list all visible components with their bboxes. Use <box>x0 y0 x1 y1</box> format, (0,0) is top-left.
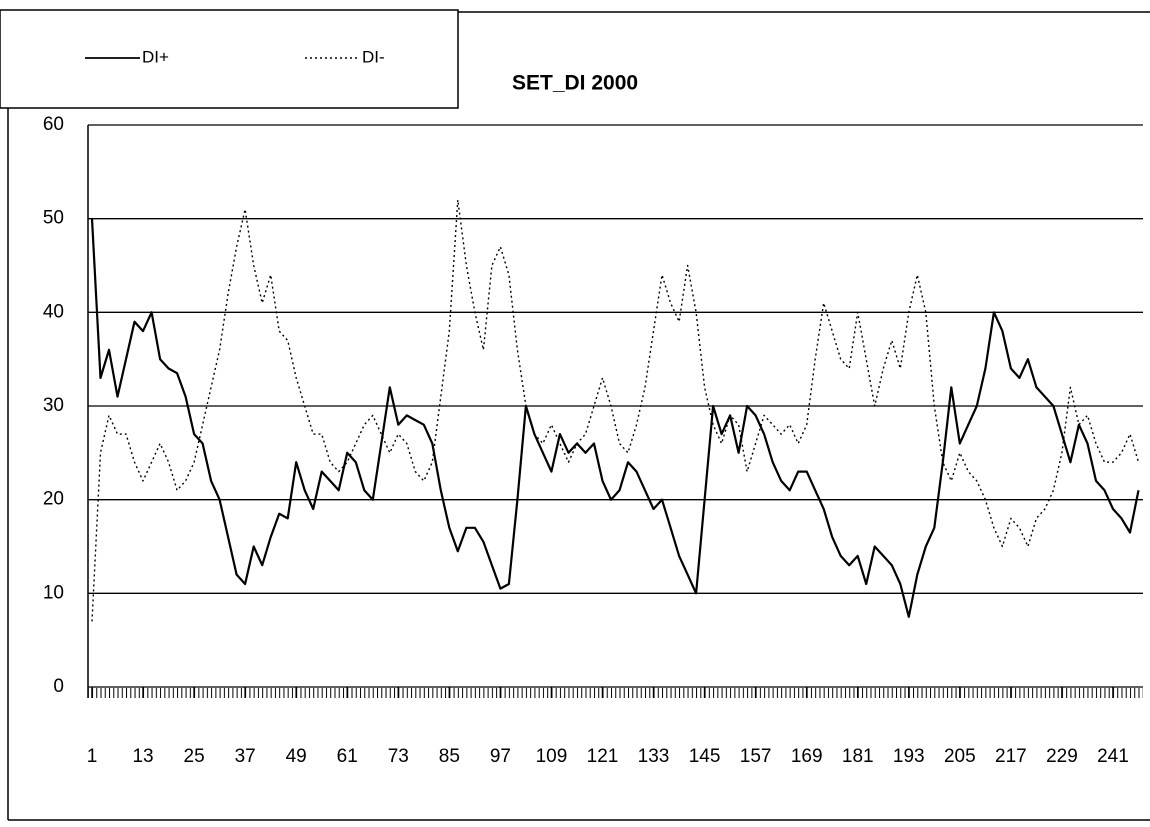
y-tick-label: 20 <box>43 489 64 510</box>
category-ticks <box>88 688 1143 698</box>
x-tick-label: 73 <box>388 746 409 767</box>
y-tick-label: 40 <box>43 301 64 322</box>
legend-box <box>0 10 458 108</box>
x-tick-label: 229 <box>1046 746 1078 767</box>
x-tick-label: 169 <box>791 746 823 767</box>
y-tick-label: 30 <box>43 395 64 416</box>
legend-label: DI+ <box>142 47 169 66</box>
chart: SET_DI 2000 0 10 20 30 40 50 60 1 13 25 37 49 61 73 85… <box>0 0 1150 822</box>
x-tick-label: 37 <box>235 746 256 767</box>
x-tick-label: 61 <box>337 746 358 767</box>
y-tick-label: 10 <box>43 582 64 603</box>
x-tick-label: 85 <box>439 746 460 767</box>
chart-title: SET_DI 2000 <box>512 72 638 95</box>
y-tick-label: 60 <box>43 114 64 135</box>
x-tick-label: 25 <box>184 746 205 767</box>
y-tick-label: 0 <box>53 676 64 697</box>
x-tick-label: 181 <box>842 746 874 767</box>
y-tick-label: 50 <box>43 208 64 229</box>
x-tick-label: 145 <box>689 746 721 767</box>
x-tick-label: 121 <box>587 746 619 767</box>
x-tick-label: 241 <box>1097 746 1129 767</box>
x-tick-label: 13 <box>132 746 153 767</box>
x-tick-label: 97 <box>490 746 511 767</box>
x-tick-label: 109 <box>536 746 568 767</box>
x-tick-label: 1 <box>87 746 98 767</box>
data-line <box>92 200 1139 622</box>
x-tick-label: 205 <box>944 746 976 767</box>
x-tick-label: 133 <box>638 746 670 767</box>
x-tick-label: 157 <box>740 746 772 767</box>
x-tick-label: 49 <box>286 746 307 767</box>
x-tick-label: 193 <box>893 746 925 767</box>
data-line <box>92 219 1139 617</box>
x-tick-label: 217 <box>995 746 1027 767</box>
legend-label: DI- <box>362 47 385 66</box>
